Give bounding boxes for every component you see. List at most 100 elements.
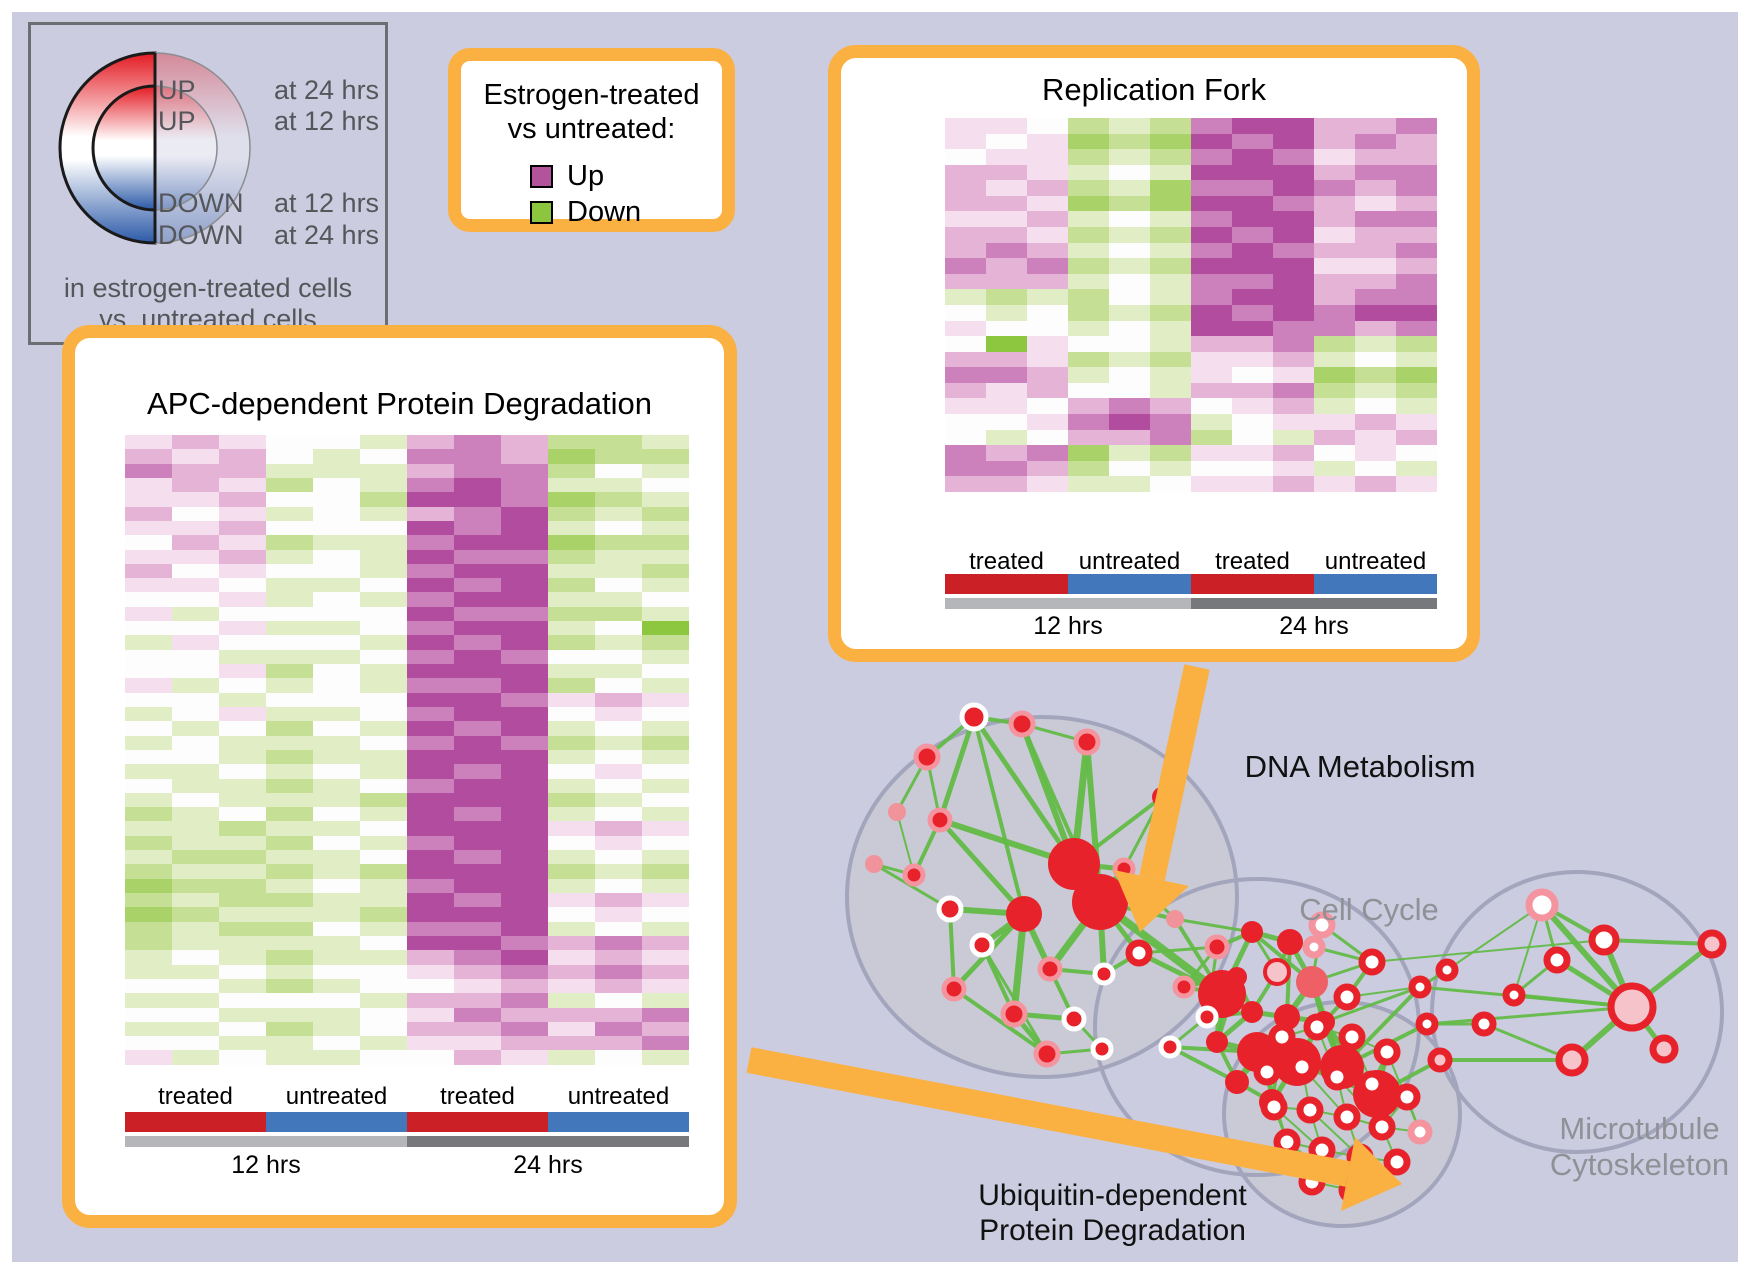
heatmap-cell bbox=[1273, 413, 1314, 430]
heatmap-cell bbox=[548, 993, 595, 1008]
color-key-title: Estrogen-treated bbox=[483, 79, 700, 111]
cluster-label-line: Protein Degradation bbox=[979, 1213, 1246, 1247]
heatmap-cell bbox=[548, 664, 595, 679]
heatmap-cell bbox=[986, 195, 1027, 212]
heatmap-cell bbox=[548, 721, 595, 736]
network-node bbox=[1204, 934, 1230, 960]
heatmap-cell bbox=[1150, 273, 1191, 290]
heatmap-cell bbox=[360, 878, 407, 893]
heatmap-cell bbox=[501, 850, 548, 865]
heatmap-row bbox=[125, 621, 689, 636]
heatmap-cell bbox=[360, 735, 407, 750]
heatmap-cell bbox=[313, 935, 360, 951]
heatmap-cell bbox=[360, 764, 407, 779]
heatmap-cell bbox=[1191, 398, 1232, 414]
heatmap-cell bbox=[360, 520, 407, 536]
heatmap-cell bbox=[313, 907, 360, 922]
treated-bar-segment bbox=[1191, 574, 1314, 594]
heatmap-cell bbox=[360, 778, 407, 793]
network-node bbox=[1061, 1006, 1087, 1032]
heatmap-row bbox=[125, 878, 689, 893]
heatmap-cell bbox=[548, 950, 595, 965]
heatmap-cell bbox=[360, 935, 407, 951]
heatmap-cell bbox=[360, 792, 407, 808]
heatmap-cell bbox=[172, 964, 219, 979]
heatmap-cell bbox=[360, 964, 407, 979]
network-node bbox=[1277, 929, 1303, 955]
heatmap-cell bbox=[595, 749, 642, 765]
network-node bbox=[1353, 1070, 1401, 1118]
heatmap-cell bbox=[172, 821, 219, 836]
heatmap-cell bbox=[266, 435, 313, 450]
direction-label: UP bbox=[158, 75, 196, 105]
network-edge bbox=[1336, 1076, 1373, 1085]
heatmap-cell bbox=[501, 864, 548, 879]
heatmap-cell bbox=[1027, 289, 1068, 305]
heatmap-cell bbox=[1273, 445, 1314, 461]
heatmap-cell bbox=[313, 807, 360, 822]
treatment-color-bar bbox=[125, 1112, 689, 1132]
heatmap-cell bbox=[986, 227, 1027, 243]
heatmap-cell bbox=[945, 336, 986, 352]
network-edge bbox=[1321, 1149, 1361, 1158]
heatmap-cell bbox=[219, 921, 266, 936]
network-edge bbox=[896, 811, 915, 876]
heatmap-cell bbox=[1191, 195, 1232, 212]
heatmap-cell bbox=[1027, 304, 1068, 321]
heatmap-cell bbox=[1027, 118, 1068, 134]
heatmap-cell bbox=[1273, 320, 1314, 337]
cluster-label-line: Microtubule bbox=[1559, 1111, 1720, 1146]
network-edge bbox=[1183, 975, 1238, 989]
heatmap-cell bbox=[548, 935, 595, 951]
network-edge bbox=[1084, 741, 1103, 903]
network-node bbox=[1227, 967, 1247, 987]
heatmap-cell bbox=[945, 351, 986, 368]
heatmap-cell bbox=[407, 792, 454, 808]
heatmap-cell bbox=[1232, 227, 1273, 243]
heatmap-cell bbox=[266, 935, 313, 951]
network-edge bbox=[980, 911, 1026, 948]
heatmap-cell bbox=[125, 477, 172, 493]
heatmap-cell bbox=[172, 477, 219, 493]
heatmap-row bbox=[125, 778, 689, 793]
network-edge bbox=[937, 716, 977, 821]
heatmap-cell bbox=[172, 721, 219, 736]
heatmap-cell bbox=[1027, 258, 1068, 274]
heatmap-cell bbox=[548, 463, 595, 478]
heatmap-cell bbox=[360, 606, 407, 622]
direction-label: DOWN bbox=[158, 188, 244, 218]
heatmap-cell bbox=[548, 878, 595, 893]
heatmap-cell bbox=[1273, 289, 1314, 305]
ring-legend-row: DOWN at 12 hrs bbox=[31, 188, 385, 218]
heatmap-cell bbox=[219, 635, 266, 650]
heatmap-cell bbox=[125, 807, 172, 822]
heatmap-cell bbox=[266, 778, 313, 793]
heatmap-cell bbox=[1355, 413, 1396, 430]
heatmap-cell bbox=[986, 320, 1027, 337]
heatmap-cell bbox=[360, 592, 407, 607]
heatmap-cell bbox=[1109, 164, 1150, 181]
heatmap-cell bbox=[548, 821, 595, 836]
heatmap-row bbox=[125, 764, 689, 779]
network-edge bbox=[1309, 981, 1345, 1068]
heatmap-cell bbox=[407, 893, 454, 908]
heatmap-cell bbox=[1232, 180, 1273, 196]
heatmap-cell bbox=[266, 864, 313, 879]
heatmap-cell bbox=[642, 864, 689, 879]
network-edge bbox=[1289, 940, 1315, 949]
heatmap-cell bbox=[1273, 460, 1314, 477]
network-edge bbox=[1339, 1064, 1380, 1097]
network-edge bbox=[1540, 904, 1559, 961]
heatmap-row bbox=[125, 1021, 689, 1037]
heatmap-cell bbox=[1355, 336, 1396, 352]
heatmap-cell bbox=[595, 578, 642, 593]
heatmap-cell bbox=[548, 506, 595, 521]
heatmap-cell bbox=[313, 621, 360, 636]
heatmap-cell bbox=[313, 893, 360, 908]
network-edge bbox=[1273, 1106, 1323, 1151]
heatmap-cell bbox=[1027, 413, 1068, 430]
network-node bbox=[1471, 1011, 1497, 1037]
heatmap-cell bbox=[986, 336, 1027, 352]
network-edge bbox=[1340, 985, 1422, 1069]
heatmap-row bbox=[945, 460, 1437, 477]
